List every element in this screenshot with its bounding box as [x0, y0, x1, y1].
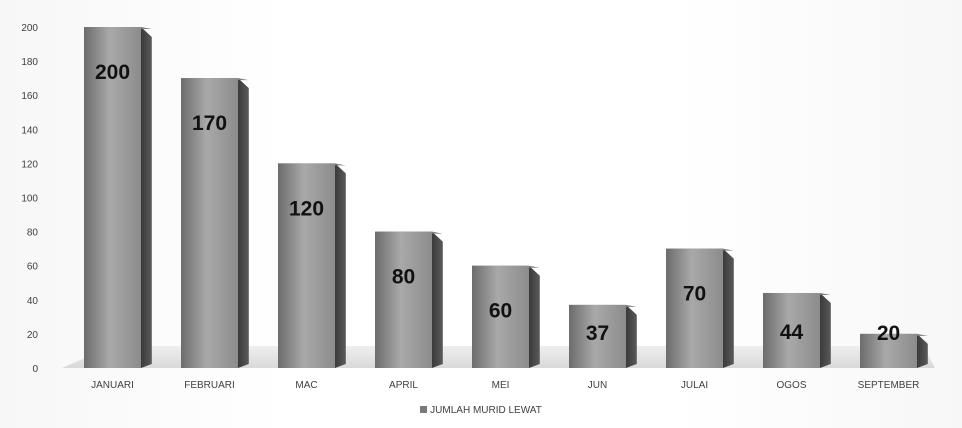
data-label: 37	[586, 322, 609, 345]
x-category-label: APRIL	[389, 380, 418, 391]
bar	[375, 231, 443, 368]
x-category-label: MEI	[492, 380, 510, 391]
x-category-label: SEPTEMBER	[858, 380, 920, 391]
data-label: 20	[877, 322, 900, 345]
bar-front-face	[666, 248, 723, 368]
y-tick-label: 140	[21, 125, 38, 136]
x-category-label: JANUARI	[91, 380, 134, 391]
bar-side-face	[141, 27, 152, 368]
bar-side-face	[626, 304, 637, 368]
bar	[84, 27, 152, 368]
bar	[860, 333, 928, 368]
y-tick-label: 180	[21, 57, 38, 68]
bar	[472, 265, 540, 368]
data-label: 200	[95, 61, 130, 84]
x-category-label: OGOS	[776, 380, 806, 391]
data-label: 44	[780, 321, 804, 344]
y-tick-label: 120	[21, 159, 38, 170]
bar-side-face	[335, 163, 346, 368]
y-tick-label: 80	[27, 228, 39, 239]
bar-side-face	[432, 231, 443, 368]
bar	[763, 292, 831, 368]
data-label: 170	[192, 112, 227, 135]
x-category-label: FEBRUARI	[184, 380, 235, 391]
y-tick-label: 100	[21, 194, 38, 205]
y-tick-label: 40	[27, 296, 39, 307]
x-category-label: MAC	[295, 380, 317, 391]
x-category-label: JUN	[588, 380, 607, 391]
y-tick-label: 200	[21, 23, 38, 34]
bar-side-face	[529, 265, 540, 368]
data-label: 70	[683, 283, 706, 306]
legend: JUMLAH MURID LEWAT	[0, 405, 962, 416]
bar-side-face	[820, 292, 831, 368]
data-label: 80	[392, 266, 415, 289]
bar-front-face	[375, 231, 432, 368]
x-category-label: JULAI	[681, 380, 708, 391]
bar-side-face	[723, 248, 734, 368]
bar-side-face	[917, 333, 928, 368]
data-label: 60	[489, 300, 512, 323]
bar-front-face	[860, 333, 917, 368]
bar-front-face	[84, 27, 141, 368]
bar-side-face	[238, 78, 249, 369]
bar-front-face	[763, 292, 820, 368]
legend-label: JUMLAH MURID LEWAT	[430, 405, 542, 416]
bar-front-face	[181, 78, 238, 369]
bar-front-face	[569, 304, 626, 368]
data-label: 120	[289, 197, 324, 220]
bar-front-face	[472, 265, 529, 368]
legend-swatch	[420, 406, 428, 413]
bar	[278, 163, 346, 368]
bar	[666, 248, 734, 368]
y-tick-label: 20	[27, 330, 39, 341]
bar	[569, 304, 637, 368]
y-tick-label: 160	[21, 91, 38, 102]
y-tick-label: 0	[32, 364, 38, 375]
y-tick-label: 60	[27, 262, 39, 273]
bar-front-face	[278, 163, 335, 368]
bar	[181, 78, 249, 369]
